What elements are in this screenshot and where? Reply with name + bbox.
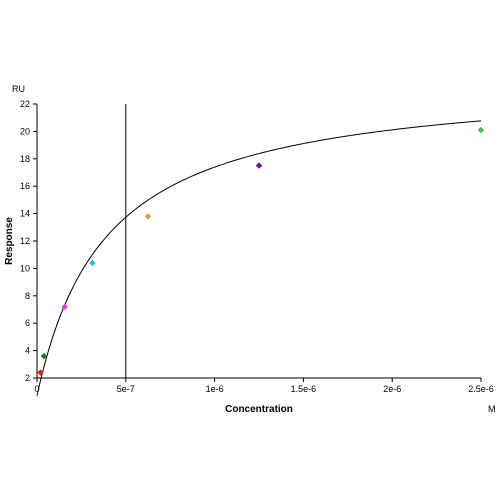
y-tick-label: 20 bbox=[20, 126, 30, 136]
axes bbox=[36, 104, 481, 379]
y-axis-unit: RU bbox=[12, 84, 25, 94]
y-tick-label: 22 bbox=[20, 99, 30, 109]
y-tick-label: 6 bbox=[25, 318, 30, 328]
y-tick-label: 12 bbox=[20, 236, 30, 246]
y-tick-label: 14 bbox=[20, 209, 30, 219]
x-tick-label: 1.5e-6 bbox=[291, 384, 317, 394]
x-axis-title: Concentration bbox=[225, 404, 293, 415]
y-tick-label: 2 bbox=[25, 373, 30, 383]
y-axis-title: Response bbox=[4, 217, 15, 265]
data-point bbox=[61, 303, 69, 311]
data-point bbox=[89, 259, 96, 267]
x-tick-label: 2.5e-6 bbox=[468, 384, 494, 394]
data-point bbox=[37, 369, 44, 376]
x-tick-label: 5e-7 bbox=[117, 384, 135, 394]
y-tick-label: 8 bbox=[25, 291, 30, 301]
fit-curve-layer bbox=[36, 104, 482, 396]
ticks: 2 4 6 8 10 12 14 16 18 20 22 0 5e-7 1e-6 1.5e-6 2e-6 2.5… bbox=[20, 99, 494, 394]
y-tick-label: 18 bbox=[20, 154, 30, 164]
fit-curve bbox=[36, 120, 482, 396]
data-point bbox=[255, 162, 263, 170]
y-tick-label: 16 bbox=[20, 181, 30, 191]
y-tick-label: 10 bbox=[20, 263, 30, 273]
x-tick-label: 1e-6 bbox=[206, 384, 224, 394]
data-point bbox=[144, 212, 152, 220]
x-tick-label: 2e-6 bbox=[383, 384, 401, 394]
data-points bbox=[37, 126, 485, 376]
data-point bbox=[40, 352, 48, 360]
x-tick-label: 0 bbox=[34, 384, 39, 394]
x-axis-unit: M bbox=[488, 404, 496, 414]
y-tick-label: 4 bbox=[25, 346, 30, 356]
data-point bbox=[477, 126, 485, 134]
